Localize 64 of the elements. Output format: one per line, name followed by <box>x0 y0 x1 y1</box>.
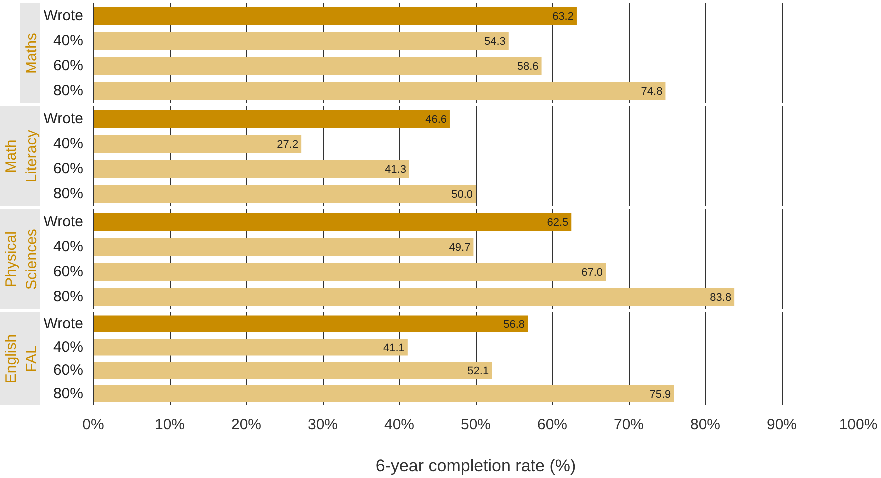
x-tick-label: 10% <box>154 416 186 434</box>
y-tick-label: 40% <box>53 32 84 50</box>
text: Physical Sciences <box>3 229 40 290</box>
bar <box>94 185 476 203</box>
y-tick-label: 80% <box>53 186 84 202</box>
bar <box>94 288 735 306</box>
bar <box>94 110 450 128</box>
data-label: 67.0 <box>582 267 604 279</box>
y-tick-label: 60% <box>53 160 84 178</box>
data-label: 63.2 <box>552 11 574 23</box>
y-tick-label: Wrote <box>44 214 84 230</box>
bar <box>94 32 509 50</box>
x-tick-label: 70% <box>614 416 644 434</box>
y-tick-label: 40% <box>53 238 84 256</box>
bar <box>94 339 408 356</box>
data-label: 58.6 <box>517 61 539 73</box>
data-label: 54.3 <box>484 36 506 48</box>
data-label: 41.3 <box>385 164 406 176</box>
y-tick-label: 60% <box>53 362 84 380</box>
x-tick-label: 90% <box>766 416 798 434</box>
y-tick-label: Wrote <box>44 8 84 24</box>
y-tick-label: Wrote <box>44 110 84 128</box>
data-label: 49.7 <box>449 242 471 254</box>
bar <box>94 316 528 332</box>
data-label: 41.1 <box>384 342 405 354</box>
x-tick-label: 30% <box>308 416 338 434</box>
data-label: 50.0 <box>452 189 474 201</box>
bar <box>94 362 492 379</box>
bar <box>94 213 572 231</box>
data-label: 74.8 <box>641 86 663 98</box>
y-tick-label: 60% <box>53 58 84 74</box>
bar <box>94 238 474 256</box>
bar <box>94 386 674 402</box>
y-tick-label: 80% <box>53 82 84 100</box>
x-tick-label: 60% <box>537 416 568 434</box>
data-label: 62.5 <box>547 217 569 229</box>
y-tick-label: 80% <box>53 288 84 306</box>
y-tick-label: 40% <box>53 338 84 356</box>
x-axis-title: 6-year completion rate (%) <box>376 456 576 476</box>
bar <box>94 160 410 178</box>
y-tick-label: Wrote <box>44 316 84 333</box>
text: Maths <box>24 33 40 74</box>
bar <box>94 135 302 153</box>
x-tick-label: 0% <box>82 416 104 434</box>
data-label: 75.9 <box>650 388 672 401</box>
text: English FAL <box>3 334 40 384</box>
y-tick-label: 40% <box>53 136 84 152</box>
bar <box>94 82 666 100</box>
text: Math Literacy <box>3 130 40 183</box>
bar <box>94 263 606 281</box>
x-tick-label: 100% <box>839 416 878 434</box>
data-label: 56.8 <box>504 319 526 332</box>
data-label: 27.2 <box>277 139 299 151</box>
data-label: 46.6 <box>426 114 448 126</box>
y-tick-label: 60% <box>53 264 84 280</box>
x-tick-label: 40% <box>384 416 415 434</box>
data-label: 83.8 <box>710 292 732 304</box>
bar <box>94 7 577 25</box>
data-label: 52.1 <box>468 366 490 378</box>
x-tick-label: 50% <box>460 416 492 434</box>
y-tick-label: 80% <box>53 385 84 402</box>
x-tick-label: 80% <box>690 416 721 434</box>
x-tick-label: 20% <box>231 416 262 434</box>
bar <box>94 57 542 75</box>
